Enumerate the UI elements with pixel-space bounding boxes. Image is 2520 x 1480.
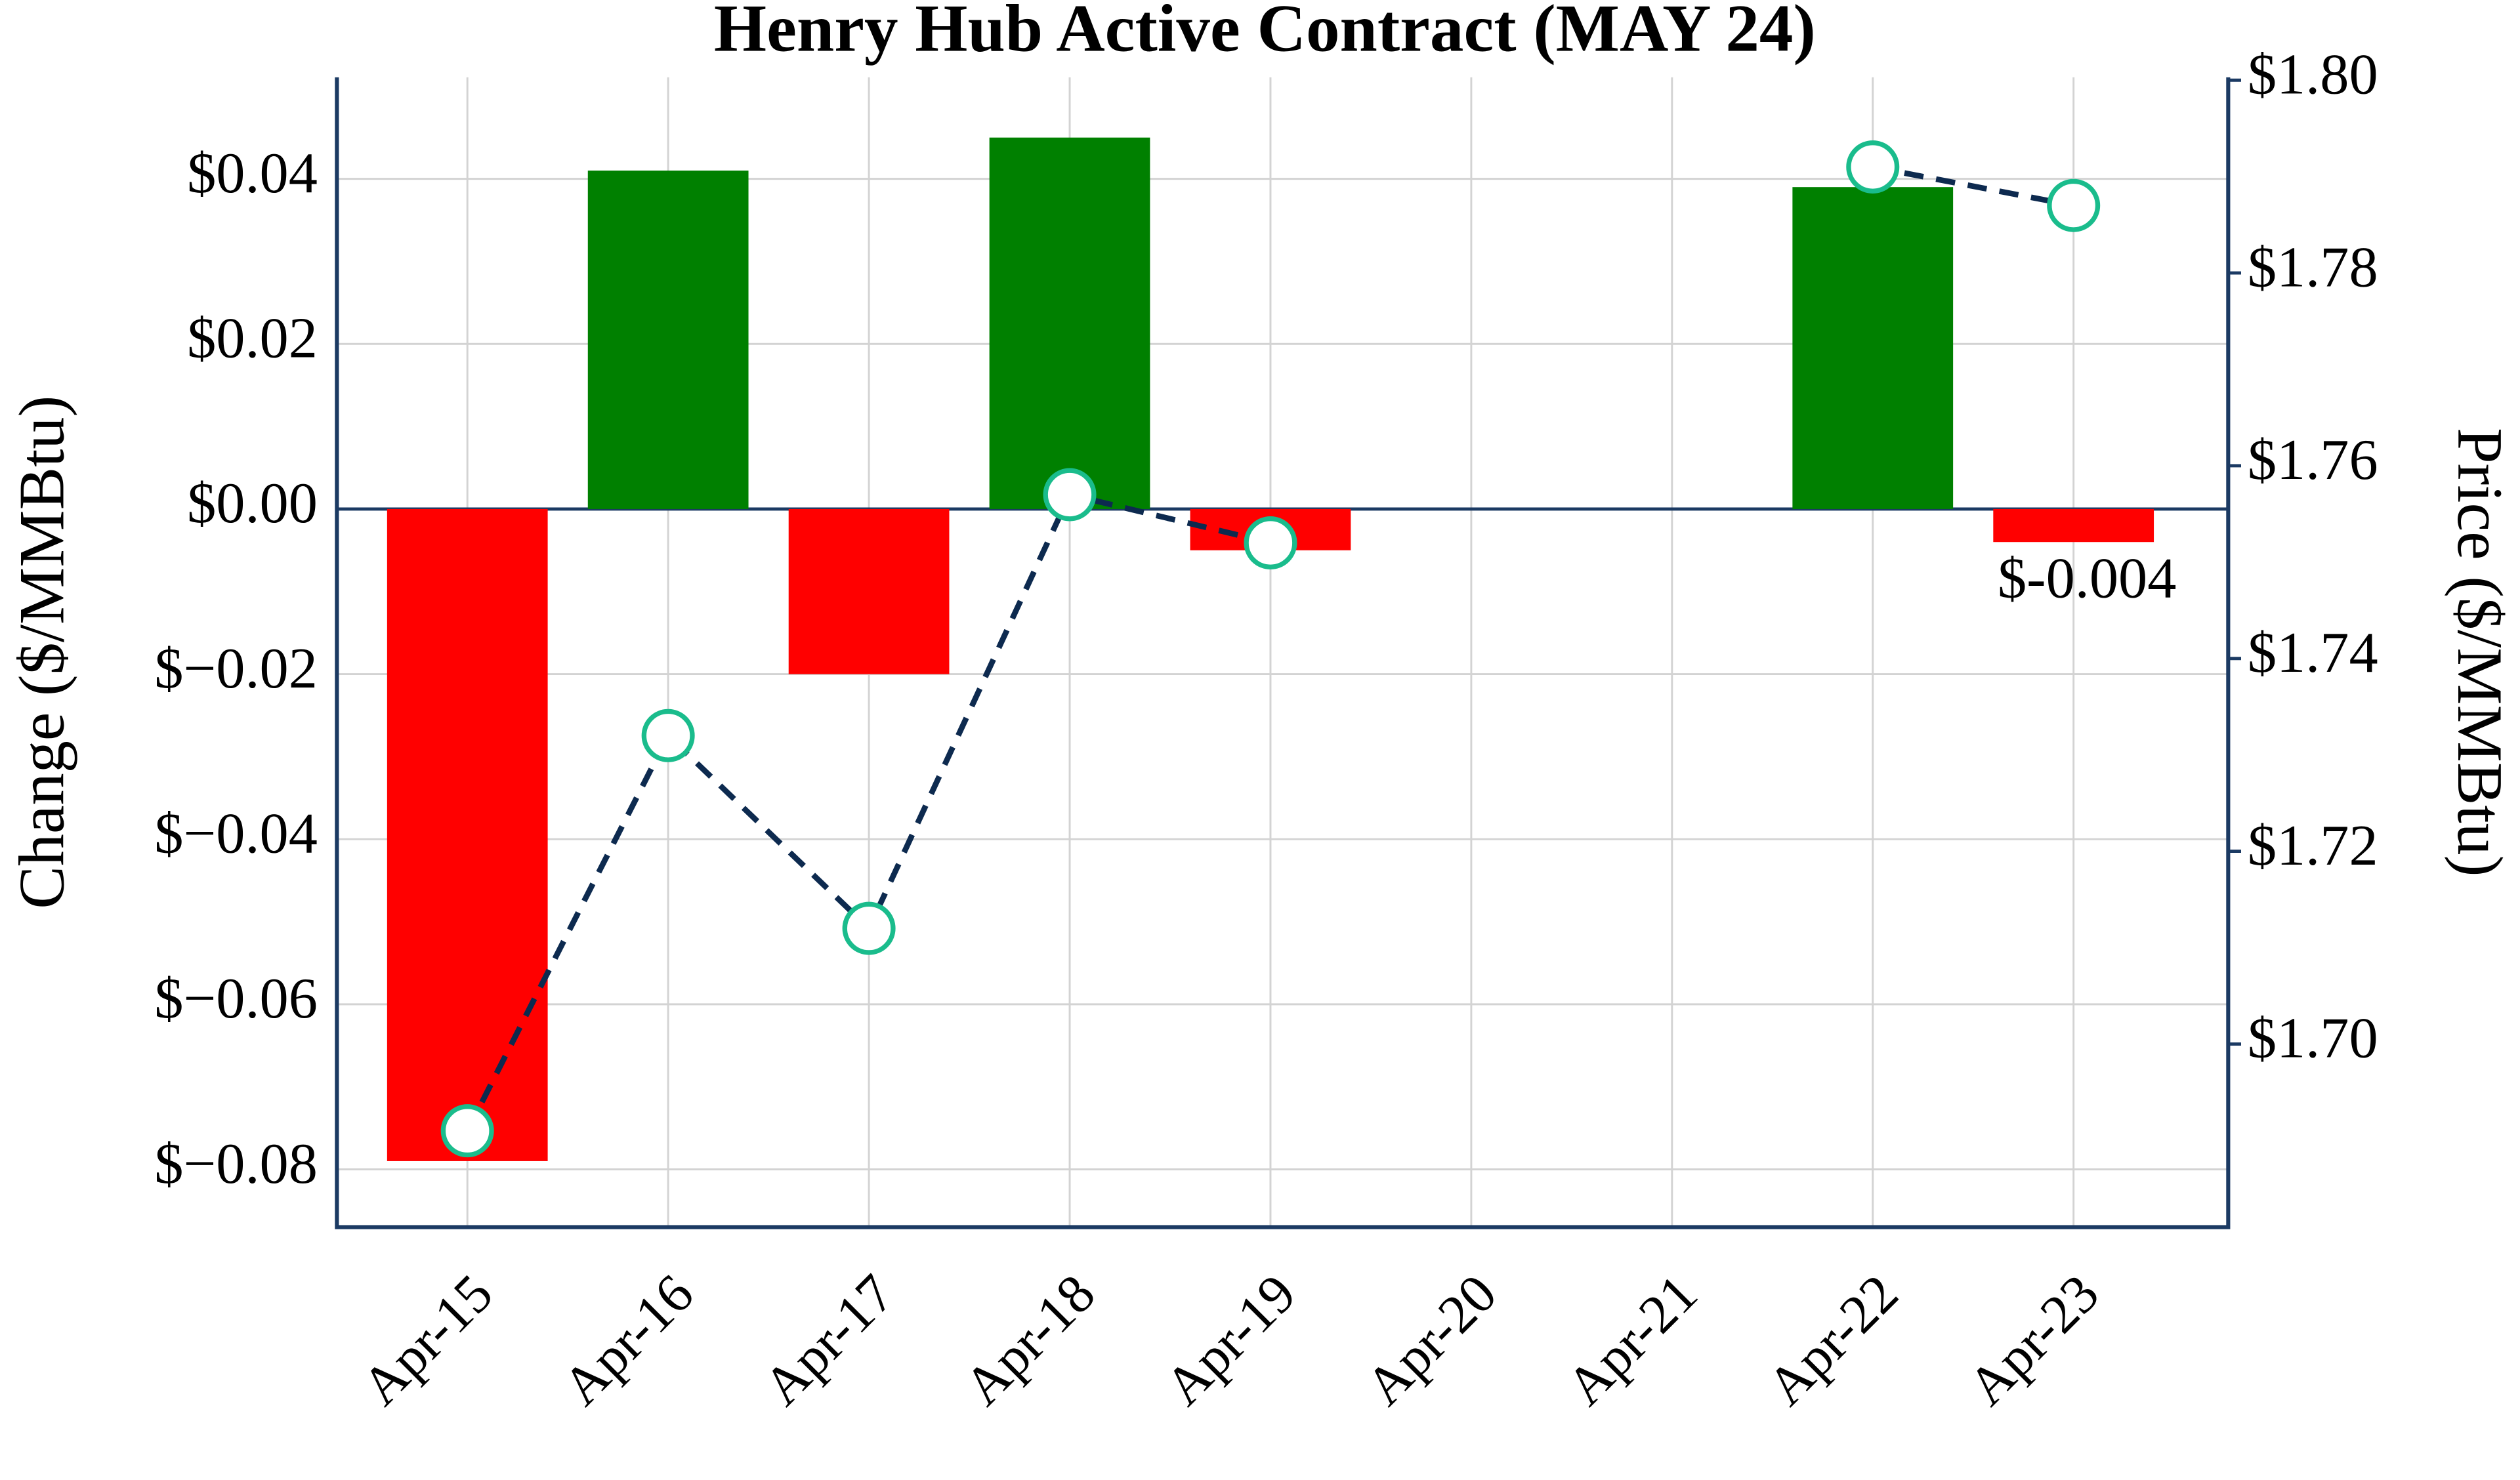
price-marker [440, 1104, 494, 1158]
value-label: $-0.004 [1998, 546, 2176, 610]
bar [387, 508, 548, 1161]
y2-tick-label: $1.70 [2248, 1006, 2378, 1071]
x-tick-label: Apr-22 [1756, 1264, 1910, 1417]
y-axis-label: Change ($/MMBtu) [7, 396, 77, 909]
x-tick-label: Apr-21 [1555, 1264, 1709, 1417]
bar [1993, 508, 2154, 543]
y-tick-label: $−0.02 [154, 636, 318, 701]
x-tick-label: Apr-15 [350, 1264, 504, 1417]
y-tick-label: $−0.08 [154, 1132, 318, 1196]
axis-spine [335, 77, 2231, 1229]
bar [788, 508, 950, 674]
y2-tick-label: $1.76 [2248, 428, 2378, 492]
price-marker [2047, 178, 2101, 232]
y2-tick-label: $1.80 [2248, 43, 2378, 107]
bar [1792, 187, 1954, 509]
y2-axis-label: Price ($/MMBtu) [2444, 428, 2515, 877]
y-tick-label: $0.02 [187, 306, 318, 371]
y2-tick-label: $1.78 [2248, 235, 2378, 299]
price-marker [842, 901, 896, 955]
x-tick-label: Apr-20 [1354, 1264, 1508, 1417]
x-tick-label: Apr-23 [1957, 1264, 2110, 1417]
x-tick-label: Apr-18 [953, 1264, 1106, 1417]
y-tick-label: $0.00 [187, 471, 318, 535]
x-tick-label: Apr-16 [551, 1264, 705, 1417]
x-tick-label: Apr-19 [1154, 1264, 1307, 1417]
price-marker [1043, 468, 1097, 522]
price-marker [1846, 140, 1900, 194]
x-tick-label: Apr-17 [752, 1264, 906, 1417]
y2-tick-label: $1.72 [2248, 813, 2378, 878]
y2-tick-label: $1.74 [2248, 621, 2378, 685]
bar [587, 171, 749, 509]
y-tick-label: $−0.04 [154, 801, 318, 865]
bar [989, 137, 1150, 509]
y-tick-label: $0.04 [187, 141, 318, 205]
price-marker [1244, 516, 1297, 569]
chart-title: Henry Hub Active Contract (MAY 24) [714, 0, 1816, 66]
y-tick-label: $−0.06 [154, 966, 318, 1031]
price-marker [641, 709, 695, 762]
